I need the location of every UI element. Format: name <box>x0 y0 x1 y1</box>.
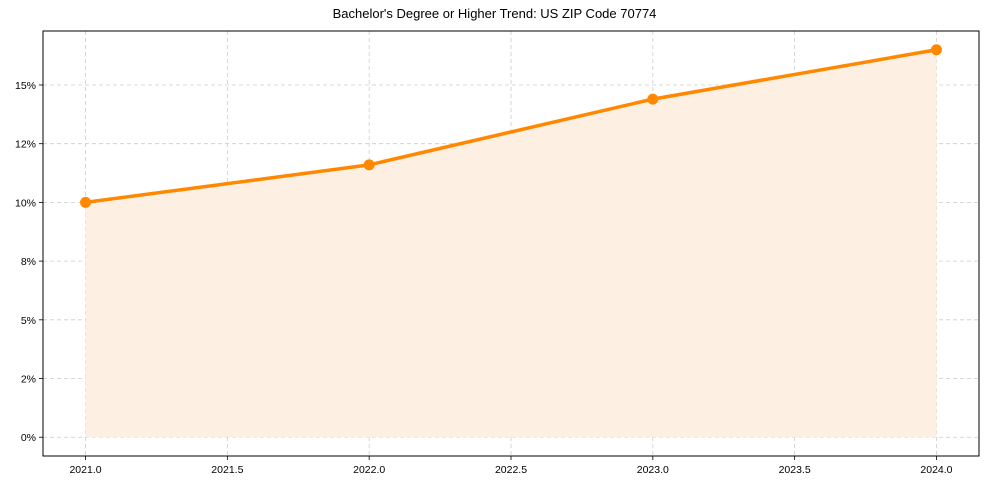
data-point <box>80 196 92 208</box>
x-tick-label: 2022.0 <box>353 464 385 476</box>
area-fill <box>85 49 937 438</box>
x-tick-label: 2023.0 <box>637 464 669 476</box>
x-tick-label: 2024.0 <box>920 464 952 476</box>
data-point <box>647 93 659 105</box>
y-tick-label: 12% <box>15 139 36 151</box>
x-tick-label: 2021.0 <box>69 464 101 476</box>
y-tick-label: 10% <box>15 197 36 209</box>
x-tick-label: 2022.5 <box>495 464 527 476</box>
y-tick-label: 2% <box>21 374 36 386</box>
y-tick-label: 15% <box>15 80 36 92</box>
series-line <box>85 48 937 205</box>
y-tick-label: 8% <box>21 256 36 268</box>
x-tick-label: 2021.5 <box>211 464 243 476</box>
chart-title: Bachelor's Degree or Higher Trend: US ZI… <box>332 6 657 21</box>
y-tick-label: 5% <box>21 315 36 327</box>
data-point <box>363 159 375 171</box>
data-point <box>930 44 942 56</box>
y-tick-label: 0% <box>21 432 36 444</box>
x-tick-label: 2023.5 <box>779 464 811 476</box>
